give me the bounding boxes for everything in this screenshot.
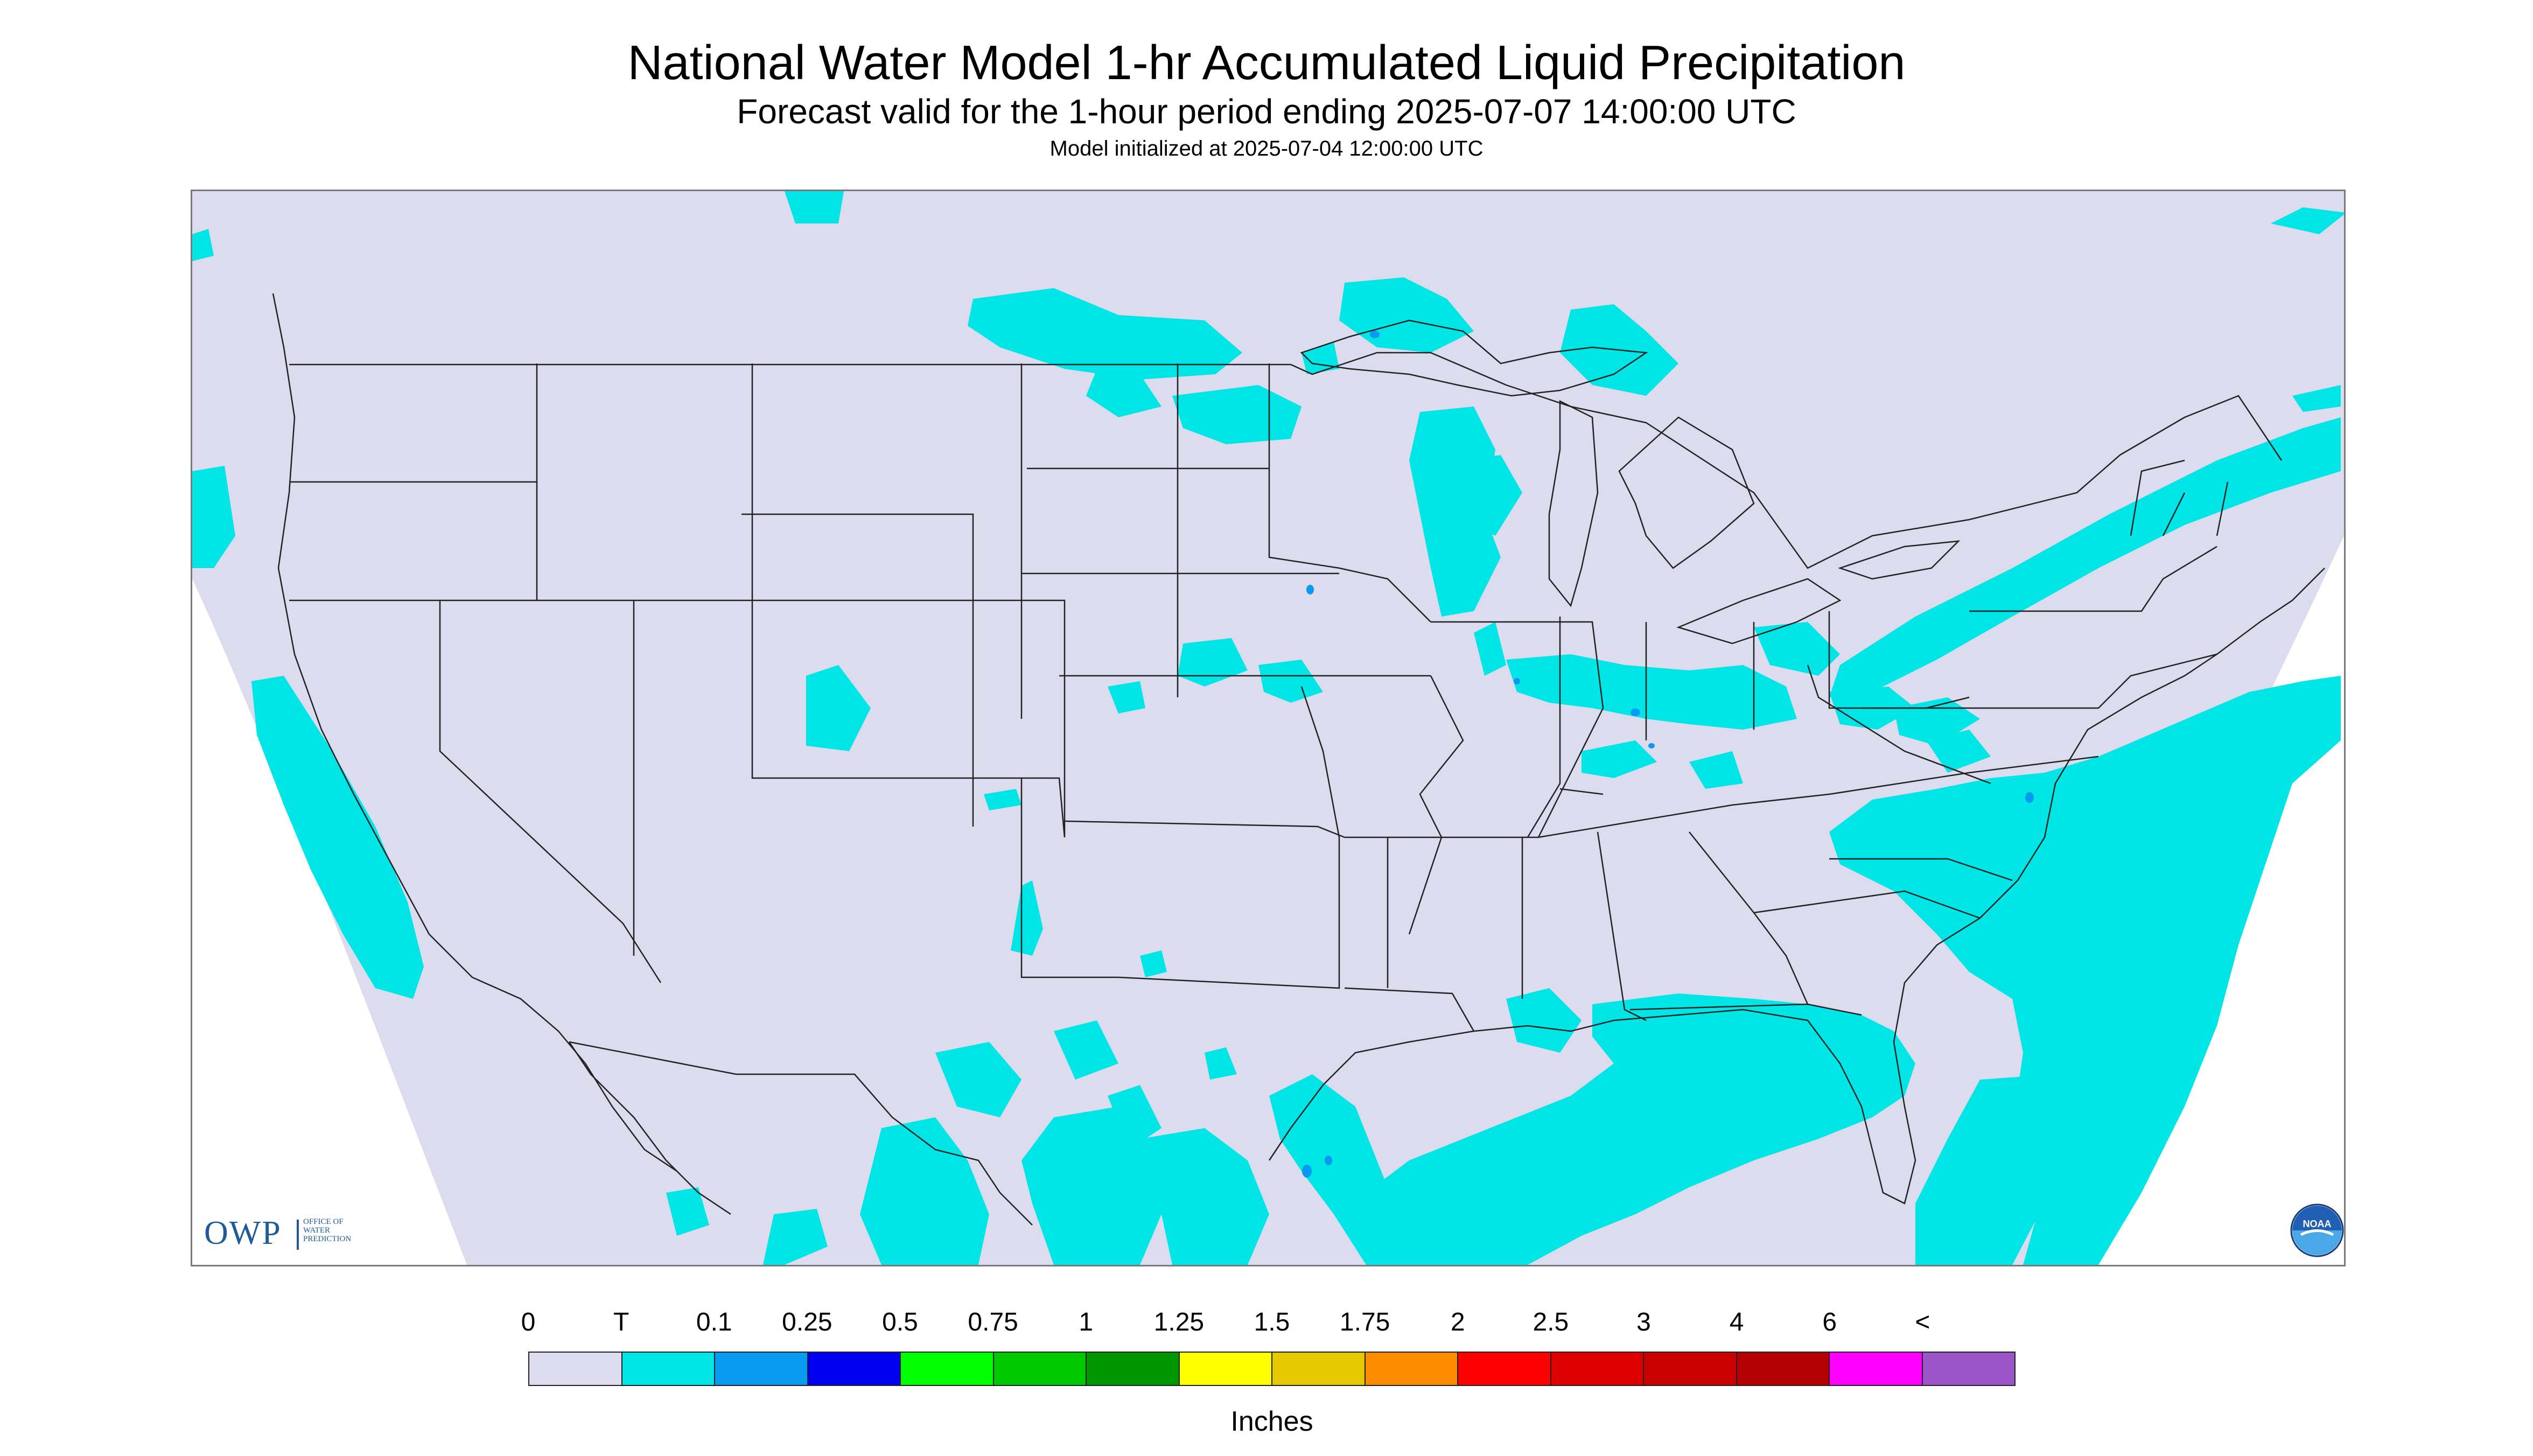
owp-logo-letters: OWP [204,1215,282,1251]
legend-tick-label: 2.5 [1533,1308,1569,1336]
map-canvas [192,191,2344,1265]
legend-tick-label: 1.25 [1153,1308,1205,1336]
legend-swatch [1922,1353,2014,1385]
legend-swatch [1551,1353,1644,1385]
legend-tick-label: 0.5 [882,1308,918,1336]
legend-swatch [1087,1353,1180,1385]
legend-swatch [1179,1353,1272,1385]
precipitation-legend: 0 T 0.1 0.25 0.5 0.75 1 1.25 1.5 1.75 2 2.5 3 4 6 < Inc… [521,1292,2016,1443]
legend-tick-label: 1 [1079,1308,1094,1336]
legend-tick-label: 4 [1729,1308,1744,1336]
legend-tick-label: 0.25 [782,1308,832,1336]
light-precip-layer [192,191,2344,1265]
model-domain [192,191,2344,1265]
legend-swatch [529,1353,622,1385]
legend-swatch [1644,1353,1737,1385]
legend-swatch [1830,1353,1923,1385]
legend-swatch [1458,1353,1551,1385]
legend-swatch [993,1353,1087,1385]
moderate-precip-layer [1302,331,2034,1178]
legend-tick-label: 0.1 [696,1308,732,1336]
legend-swatch [1737,1353,1830,1385]
owp-logo: OWP OFFICE OF WATER PREDICTION [204,1214,376,1257]
legend-swatch [901,1353,994,1385]
legend-swatch [1365,1353,1458,1385]
noaa-logo-icon: NOAA [2290,1203,2344,1257]
noaa-logo-text: NOAA [2303,1219,2332,1229]
owp-logo-subtext: OFFICE OF WATER PREDICTION [303,1217,352,1243]
legend-swatch [808,1353,901,1385]
boundary-lines [272,293,2325,1226]
page-title: National Water Model 1-hr Accumulated Li… [627,36,1906,90]
legend-tick-label: 1.5 [1254,1308,1290,1336]
legend-swatch [1272,1353,1366,1385]
legend-tick-label: 2 [1450,1308,1465,1336]
legend-swatch [622,1353,715,1385]
legend-tick-label: 3 [1636,1308,1651,1336]
legend-swatch [715,1353,808,1385]
legend-tick-label: 6 [1822,1308,1837,1336]
model-init-time: Model initialized at 2025-07-04 12:00:00… [1049,137,1484,160]
legend-tick-label: 1.75 [1339,1308,1390,1336]
legend-tick-label: < [1915,1308,1930,1336]
legend-colorbar [528,1352,2016,1386]
forecast-valid-subtitle: Forecast valid for the 1-hour period end… [737,92,1796,131]
precipitation-map[interactable]: OWP OFFICE OF WATER PREDICTION NOAA [191,190,2346,1266]
legend-units-label: Inches [1230,1406,1313,1437]
legend-tick-label: T [613,1308,629,1336]
legend-tick-label: 0.75 [968,1308,1018,1336]
legend-tick-label: 0 [521,1308,536,1336]
owp-logo-divider [297,1220,299,1250]
